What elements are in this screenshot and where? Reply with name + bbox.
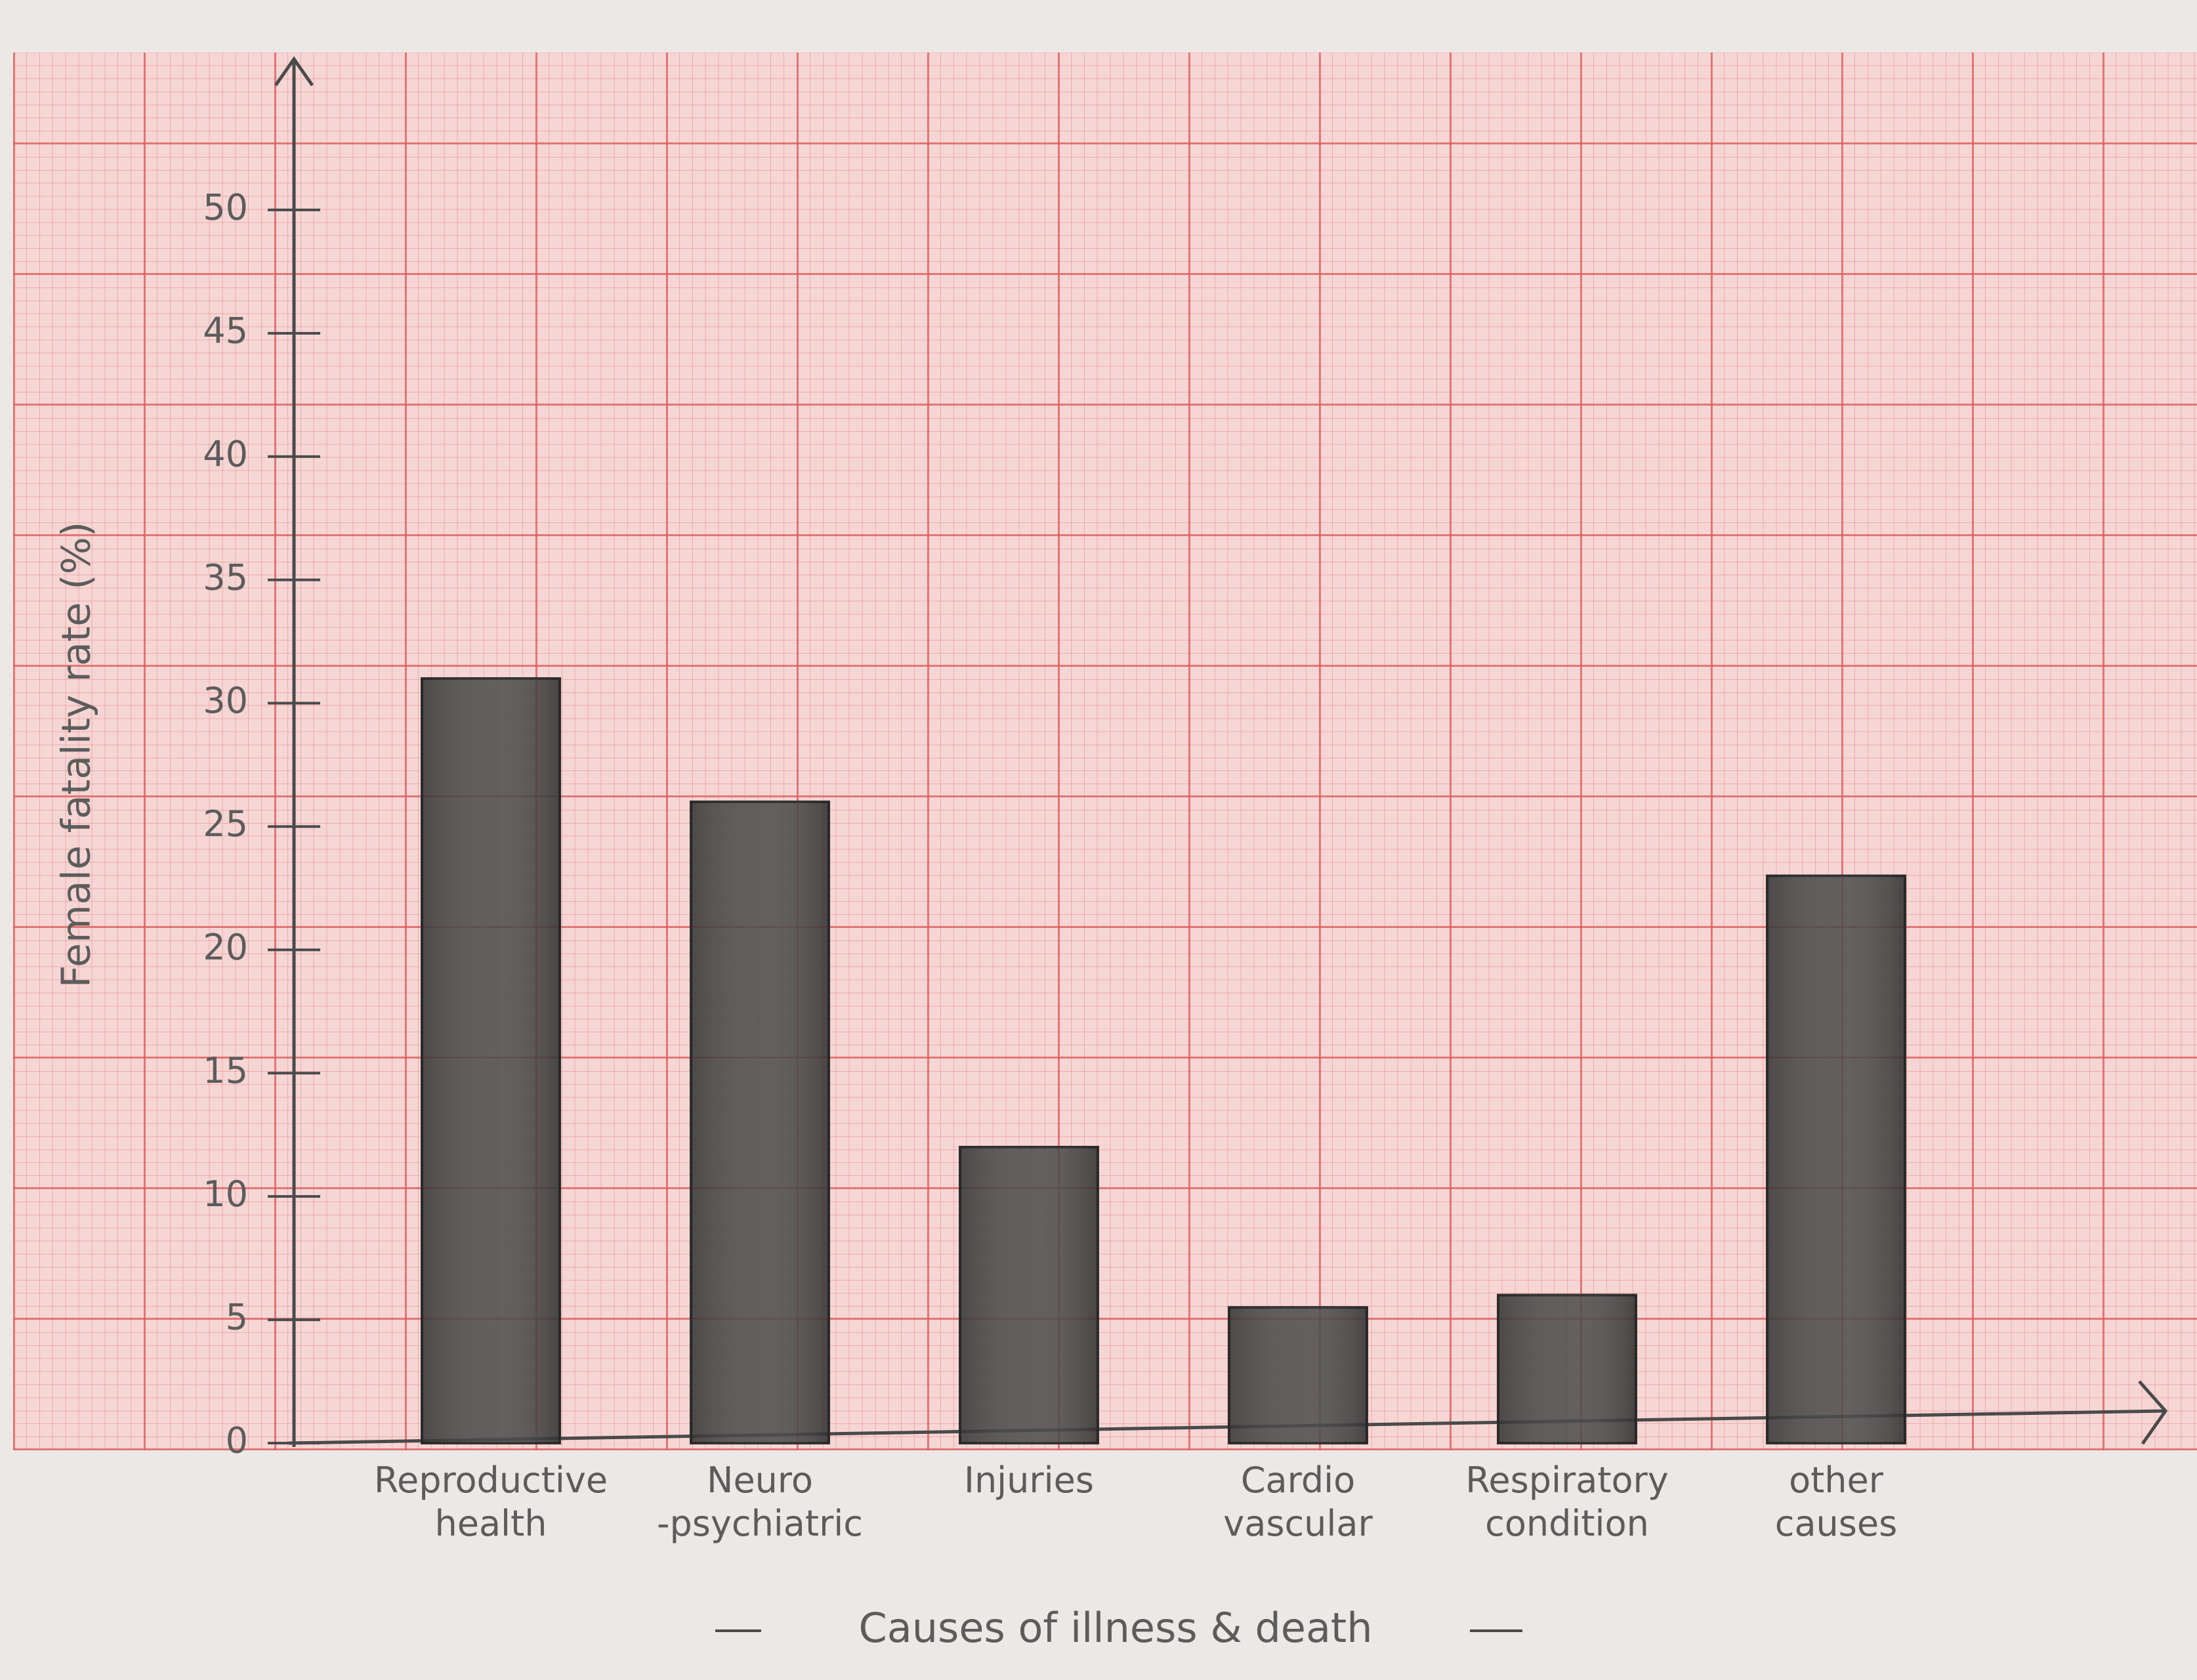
bar-shading [1498, 1295, 1636, 1443]
bar-shading [422, 678, 560, 1443]
x-tick-label: Reproductive health [374, 1460, 608, 1544]
bar-shading [691, 801, 829, 1443]
x-tick-label: Neuro -psychiatric [657, 1460, 863, 1544]
x-tick-label: Cardio vascular [1223, 1460, 1373, 1544]
bar-shading [1767, 875, 1905, 1443]
y-tick-label: 0 [226, 1420, 248, 1461]
y-axis-label: Female fatality rate (%) [54, 522, 100, 988]
x-axis-arrow [2138, 1380, 2168, 1445]
y-tick-label: 30 [203, 680, 248, 721]
y-tick-label: 5 [226, 1297, 248, 1338]
y-tick-label: 50 [203, 187, 248, 228]
bar-shading [960, 1147, 1098, 1443]
y-axis-arrow [274, 56, 314, 87]
y-tick-label: 40 [203, 433, 248, 474]
y-tick-label: 20 [203, 927, 248, 968]
graph-paper [13, 52, 2197, 1450]
x-axis-label: Causes of illness & death [858, 1604, 1372, 1652]
x-tick-label: Injuries [964, 1460, 1094, 1501]
x-tick-label: other causes [1775, 1460, 1898, 1544]
x-tick-label: Respiratory condition [1465, 1460, 1668, 1544]
y-tick-label: 35 [203, 556, 248, 598]
y-tick-label: 45 [203, 310, 248, 351]
bar-shading [1229, 1307, 1367, 1443]
y-tick-label: 10 [203, 1173, 248, 1215]
y-tick-label: 25 [203, 803, 248, 845]
y-tick-label: 15 [203, 1050, 248, 1091]
